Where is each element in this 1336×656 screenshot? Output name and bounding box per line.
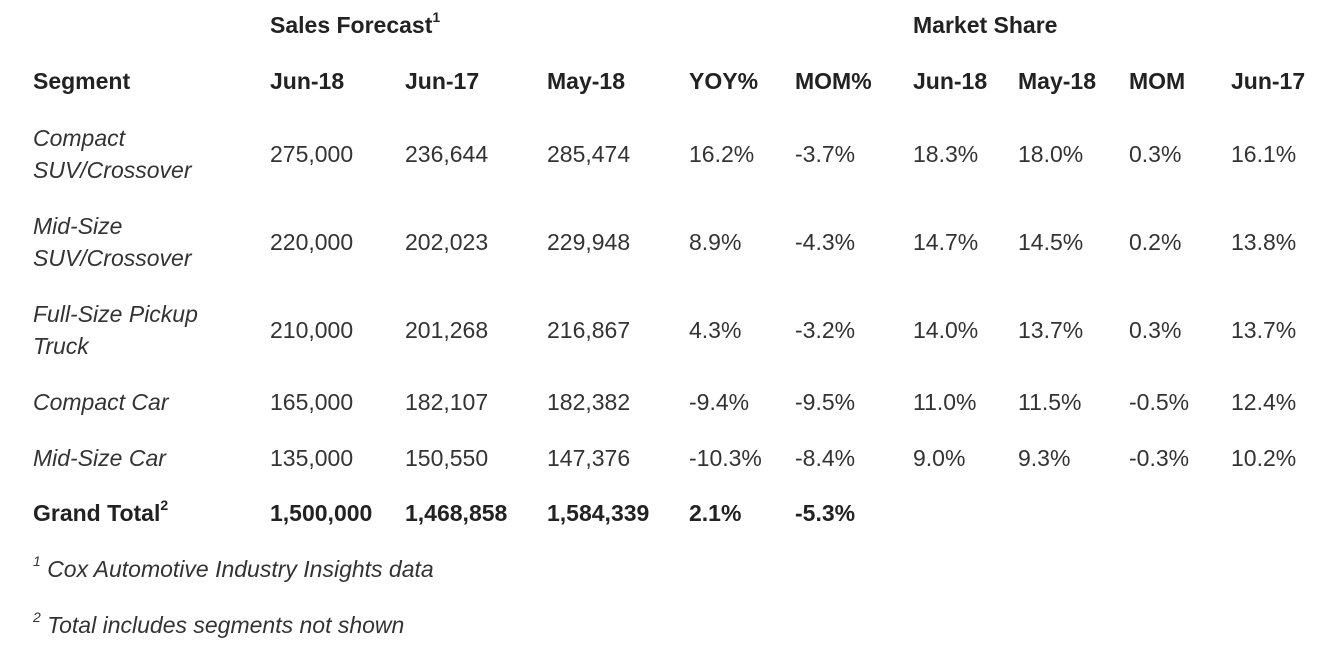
table-cell: 4.3% [689, 317, 742, 343]
table-cell: -8.4% [795, 445, 856, 471]
table-cell: 201,268 [405, 317, 489, 343]
table-cell: 0.2% [1129, 229, 1182, 255]
table-row-segment-line2: Truck [33, 333, 89, 359]
column-header-sales-jun-18: Jun-18 [270, 68, 345, 94]
footnote-mark: 1 [33, 553, 41, 570]
table-row-segment-line1: Mid-Size [33, 213, 123, 239]
table-cell: 12.4% [1231, 389, 1297, 415]
table-cell: 13.7% [1018, 317, 1084, 343]
grand-total-cell: 1,468,858 [405, 500, 508, 526]
footnote-marker: 1 [432, 9, 441, 26]
table-cell: -9.4% [689, 389, 750, 415]
table-cell: 16.2% [689, 141, 755, 167]
table-cell: 13.8% [1231, 229, 1297, 255]
table-row-segment: Mid-Size Car [33, 445, 166, 471]
table-cell: 182,382 [547, 389, 631, 415]
grand-total-cell: -5.3% [795, 500, 856, 526]
footnote-mark: 2 [33, 609, 41, 626]
table-cell: 210,000 [270, 317, 354, 343]
table-row-segment-line1: Full-Size Pickup [33, 301, 198, 327]
grand-total-label: Grand Total2 [33, 497, 169, 526]
table-cell: -0.5% [1129, 389, 1190, 415]
grand-total-cell: 2.1% [689, 500, 742, 526]
table-cell: 229,948 [547, 229, 631, 255]
table-cell: 165,000 [270, 389, 354, 415]
table-row-segment-line2: SUV/Crossover [33, 245, 192, 271]
footnote-text: Cox Automotive Industry Insights data [47, 556, 434, 582]
column-header-share-jun-17: Jun-17 [1231, 68, 1306, 94]
table-cell: 9.0% [913, 445, 966, 471]
table-cell: 14.5% [1018, 229, 1084, 255]
table-cell: 0.3% [1129, 141, 1182, 167]
column-header-share-jun-18: Jun-18 [913, 68, 988, 94]
footnote-2: 2 Total includes segments not shown [33, 610, 404, 641]
table-cell: 220,000 [270, 229, 354, 255]
table-cell: 9.3% [1018, 445, 1071, 471]
footnote-text: Total includes segments not shown [47, 612, 405, 638]
sales-forecast-header: Sales Forecast1 [270, 9, 441, 38]
column-header-sales-may-18: May-18 [547, 68, 625, 94]
table-cell: 14.7% [913, 229, 979, 255]
table-cell: 8.9% [689, 229, 742, 255]
footnote-1: 1 Cox Automotive Industry Insights data [33, 554, 434, 585]
table-cell: 150,550 [405, 445, 489, 471]
column-header-sales-jun-17: Jun-17 [405, 68, 480, 94]
column-header-yoy: YOY% [689, 68, 759, 94]
table-cell: 14.0% [913, 317, 979, 343]
grand-total-cell: 1,500,000 [270, 500, 373, 526]
table-cell: 285,474 [547, 141, 631, 167]
table-cell: 18.0% [1018, 141, 1084, 167]
table-cell: 18.3% [913, 141, 979, 167]
table-cell: -4.3% [795, 229, 856, 255]
table-cell: 182,107 [405, 389, 489, 415]
table-cell: -3.2% [795, 317, 856, 343]
column-header-share-may-18: May-18 [1018, 68, 1096, 94]
table-cell: -9.5% [795, 389, 856, 415]
table-cell: 202,023 [405, 229, 489, 255]
table-cell: 0.3% [1129, 317, 1182, 343]
column-header-mom-pct: MOM% [795, 68, 872, 94]
table-cell: 135,000 [270, 445, 354, 471]
footnote-marker: 2 [160, 497, 169, 514]
table-cell: -3.7% [795, 141, 856, 167]
market-share-header: Market Share [913, 12, 1058, 38]
table-cell: 13.7% [1231, 317, 1297, 343]
table-cell: 236,644 [405, 141, 489, 167]
table-row-segment-line2: SUV/Crossover [33, 157, 192, 183]
table-cell: -10.3% [689, 445, 762, 471]
table-cell: 16.1% [1231, 141, 1297, 167]
table-cell: 147,376 [547, 445, 631, 471]
table-cell: 11.0% [913, 389, 977, 415]
table-row-segment-line1: Compact [33, 125, 126, 151]
table-cell: 275,000 [270, 141, 354, 167]
table-cell: 10.2% [1231, 445, 1297, 471]
column-header-segment: Segment [33, 68, 131, 94]
grand-total-cell: 1,584,339 [547, 500, 650, 526]
table-row-segment: Compact Car [33, 389, 169, 415]
table-cell: 216,867 [547, 317, 631, 343]
table-cell: 11.5% [1018, 389, 1082, 415]
column-header-share-mom: MOM [1129, 68, 1186, 94]
table-cell: -0.3% [1129, 445, 1190, 471]
